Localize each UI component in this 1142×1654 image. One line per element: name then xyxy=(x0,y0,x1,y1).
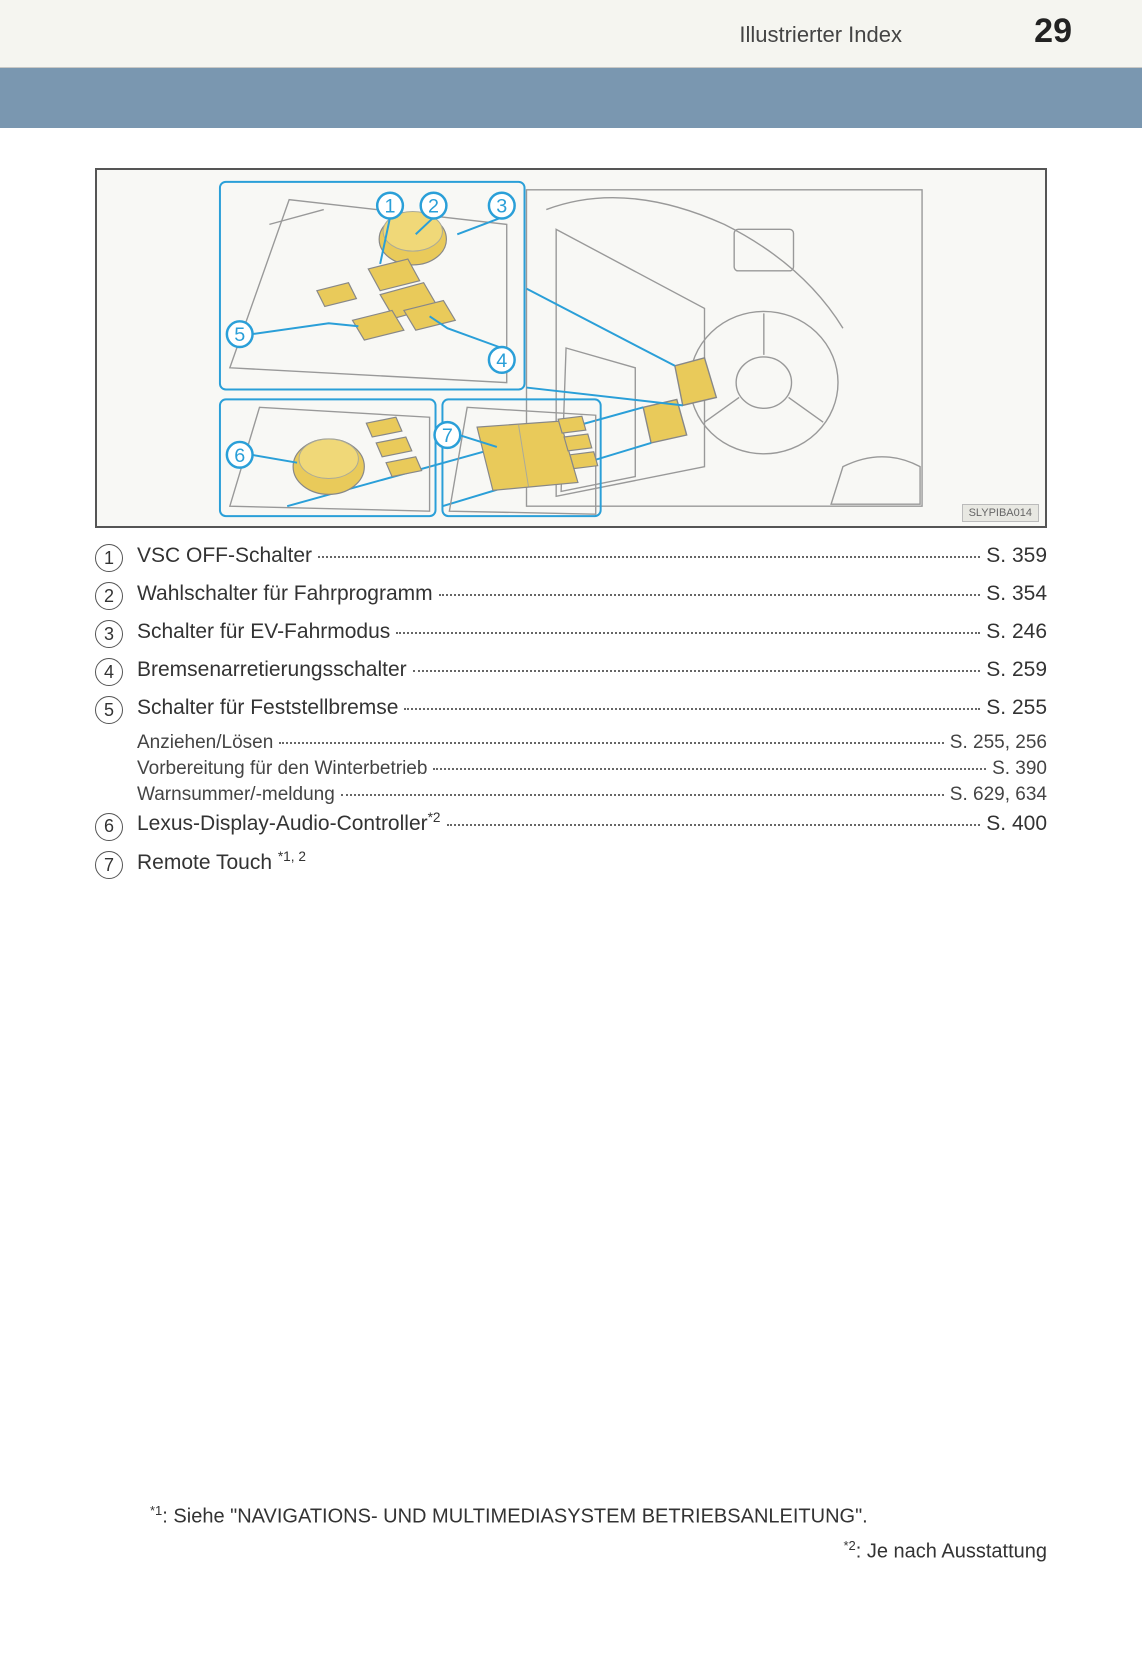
leader-dots xyxy=(318,556,980,558)
callout-number-1: 1 xyxy=(385,196,396,218)
row-label: Bremsenarretierungsschalter xyxy=(137,658,407,682)
row-label: Schalter für EV-Fahrmodus xyxy=(137,620,390,644)
leader-dots xyxy=(413,670,981,672)
callout-number-6: 6 xyxy=(234,445,245,467)
page-header: Illustrierter Index 29 xyxy=(0,0,1142,68)
leader-dots xyxy=(404,708,980,710)
sub-page: S. 255, 256 xyxy=(950,732,1047,754)
index-row: 7 Remote Touch *1, 2 xyxy=(95,849,1047,878)
header-title: Illustrierter Index xyxy=(739,22,902,48)
row-marker: 2 xyxy=(95,582,123,610)
leader-dots xyxy=(439,594,981,596)
sub-label: Vorbereitung für den Winterbetrieb xyxy=(137,758,427,780)
row-page: S. 246 xyxy=(986,620,1047,644)
sub-row: Warnsummer/-meldung S. 629, 634 xyxy=(137,784,1047,806)
sub-rows: Anziehen/Lösen S. 255, 256 Vorbereitung fü… xyxy=(137,732,1047,806)
row-marker: 4 xyxy=(95,658,123,686)
callout-number-7: 7 xyxy=(442,425,453,447)
callout-number-4: 4 xyxy=(496,350,507,372)
row-page: S. 400 xyxy=(986,812,1047,836)
callout-number-3: 3 xyxy=(496,196,507,218)
page-number: 29 xyxy=(1034,12,1072,51)
row-page: S. 354 xyxy=(986,582,1047,606)
sub-row: Vorbereitung für den Winterbetrieb S. 390 xyxy=(137,758,1047,780)
leader-dots xyxy=(396,632,980,634)
page-content: 1 2 3 4 5 6 7 SLYPIBA014 1 VSC OFF-Schalter S. 3… xyxy=(0,128,1142,877)
callout-number-2: 2 xyxy=(428,196,439,218)
sub-label: Anziehen/Lösen xyxy=(137,732,273,754)
index-list: 1 VSC OFF-Schalter S. 359 2 Wahlschalter für… xyxy=(95,542,1047,877)
illustration: 1 2 3 4 5 6 7 SLYPIBA014 xyxy=(95,168,1047,528)
sub-page: S. 390 xyxy=(992,758,1047,780)
index-row: 5 Schalter für Feststellbremse S. 255 xyxy=(95,694,1047,722)
index-row: 4 Bremsenarretierungsschalter S. 259 xyxy=(95,656,1047,684)
footnotes: *1: Siehe "NAVIGATIONS- UND MULTIMEDIASY… xyxy=(95,1503,1047,1564)
row-marker: 5 xyxy=(95,696,123,724)
inset-top xyxy=(220,182,525,390)
row-page: S. 359 xyxy=(986,544,1047,568)
sub-row: Anziehen/Lösen S. 255, 256 xyxy=(137,732,1047,754)
footnote-2: *2: Je nach Ausstattung xyxy=(95,1538,1047,1564)
row-page: S. 259 xyxy=(986,658,1047,682)
row-label: Wahlschalter für Fahrprogramm xyxy=(137,582,433,606)
section-band xyxy=(0,68,1142,128)
callout-number-5: 5 xyxy=(234,324,245,346)
row-marker: 7 xyxy=(95,851,123,879)
row-page: S. 255 xyxy=(986,696,1047,720)
row-marker: 6 xyxy=(95,813,123,841)
index-row: 1 VSC OFF-Schalter S. 359 xyxy=(95,542,1047,570)
row-marker: 1 xyxy=(95,544,123,572)
image-code: SLYPIBA014 xyxy=(962,504,1039,522)
leader-dots xyxy=(447,824,981,826)
illustration-svg: 1 2 3 4 5 6 7 xyxy=(97,170,1045,526)
row-label: VSC OFF-Schalter xyxy=(137,544,312,568)
index-row: 6 Lexus-Display-Audio-Controller*2 S. 400 xyxy=(95,810,1047,839)
index-row: 2 Wahlschalter für Fahrprogramm S. 354 xyxy=(95,580,1047,608)
row-label: Remote Touch *1, 2 xyxy=(137,849,306,875)
row-label: Lexus-Display-Audio-Controller*2 xyxy=(137,810,441,836)
index-row: 3 Schalter für EV-Fahrmodus S. 246 xyxy=(95,618,1047,646)
footnote-1: *1: Siehe "NAVIGATIONS- UND MULTIMEDIASY… xyxy=(95,1503,1047,1529)
sub-page: S. 629, 634 xyxy=(950,784,1047,806)
row-label: Schalter für Feststellbremse xyxy=(137,696,398,720)
sub-label: Warnsummer/-meldung xyxy=(137,784,335,806)
row-marker: 3 xyxy=(95,620,123,648)
